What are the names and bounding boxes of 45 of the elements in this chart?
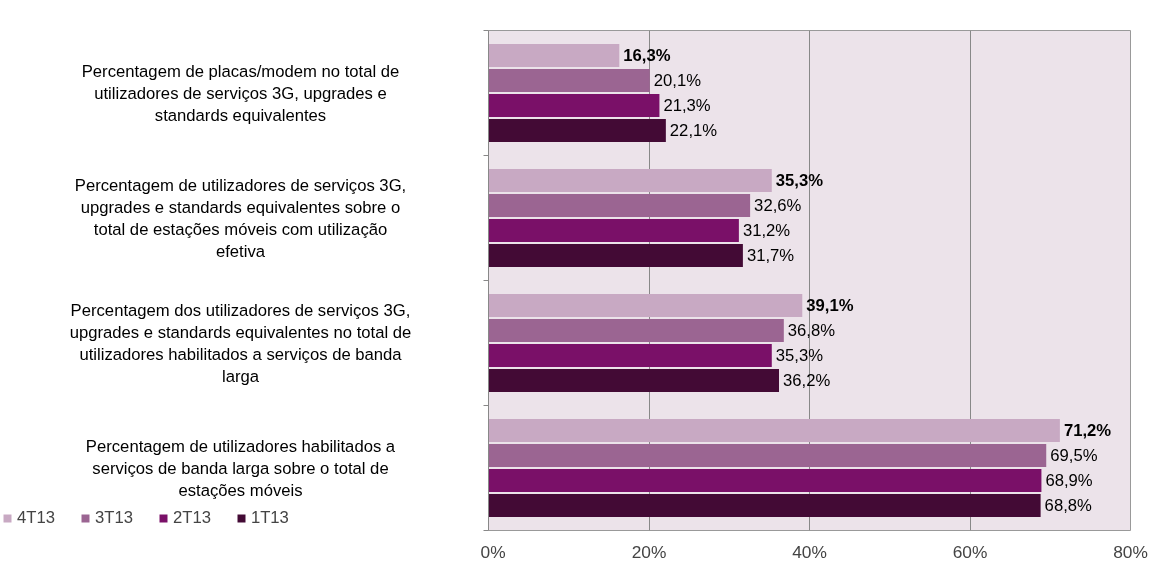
data-label: 36,8% — [787, 321, 836, 340]
data-label: 68,9% — [1045, 471, 1093, 490]
x-tick-label: 80% — [1113, 541, 1148, 562]
bar — [488, 319, 784, 342]
bar — [488, 194, 751, 217]
data-label: 68,8% — [1044, 496, 1093, 515]
data-label: 31,2% — [742, 221, 791, 240]
bar — [488, 444, 1047, 467]
bar — [488, 119, 666, 142]
y-tick-label: Percentagem de placas/modem no total de utilizadores de serviços 3G, upgrades e standards equivalentes — [81, 61, 400, 125]
data-label: 69,5% — [1050, 446, 1098, 465]
y-tick-label: Percentagem de utilizadores de serviços 3G, upgrades e standards equivalentes sobre o total de estações móveis com utilização efetiva — [74, 175, 407, 261]
data-label: 36,2% — [783, 371, 831, 390]
data-label: 35,3% — [775, 346, 824, 365]
x-tick-label: 60% — [952, 541, 988, 562]
y-tick-label: Percentagem de utilizadores habilitados a serviços de banda larga sobre o total de estações móveis — [85, 436, 396, 500]
x-tick-label: 20% — [631, 541, 667, 562]
data-label: 21,3% — [663, 96, 711, 115]
x-tick-label: 40% — [792, 541, 827, 562]
legend-label: 3T13 — [94, 508, 133, 528]
bar — [488, 244, 743, 267]
bar — [488, 469, 1042, 492]
bar — [488, 419, 1060, 442]
data-label: 16,3% — [623, 46, 671, 65]
y-tick-label: Percentagem dos utilizadores de serviços 3G, upgrades e standards equivalentes no total de utilizadores habilitados a serviços de banda larga — [69, 300, 412, 386]
bar — [488, 369, 780, 392]
bar — [488, 94, 660, 117]
legend-label: 1T13 — [250, 508, 289, 528]
bar — [488, 294, 803, 317]
bar — [488, 344, 772, 367]
data-label: 35,3% — [775, 171, 824, 190]
data-label: 39,1% — [806, 296, 854, 315]
data-label: 31,7% — [746, 246, 795, 265]
bar — [488, 69, 650, 92]
data-label: 32,6% — [754, 196, 802, 215]
bar — [488, 44, 620, 67]
bar — [488, 169, 772, 192]
bar — [488, 494, 1041, 517]
x-tick-label: 0% — [480, 541, 506, 562]
legend-label: 4T13 — [17, 508, 55, 528]
data-label: 22,1% — [669, 121, 718, 140]
legend-label: 2T13 — [172, 508, 211, 528]
bar — [488, 219, 739, 242]
data-label: 20,1% — [653, 71, 702, 90]
data-label: 71,2% — [1063, 421, 1112, 440]
